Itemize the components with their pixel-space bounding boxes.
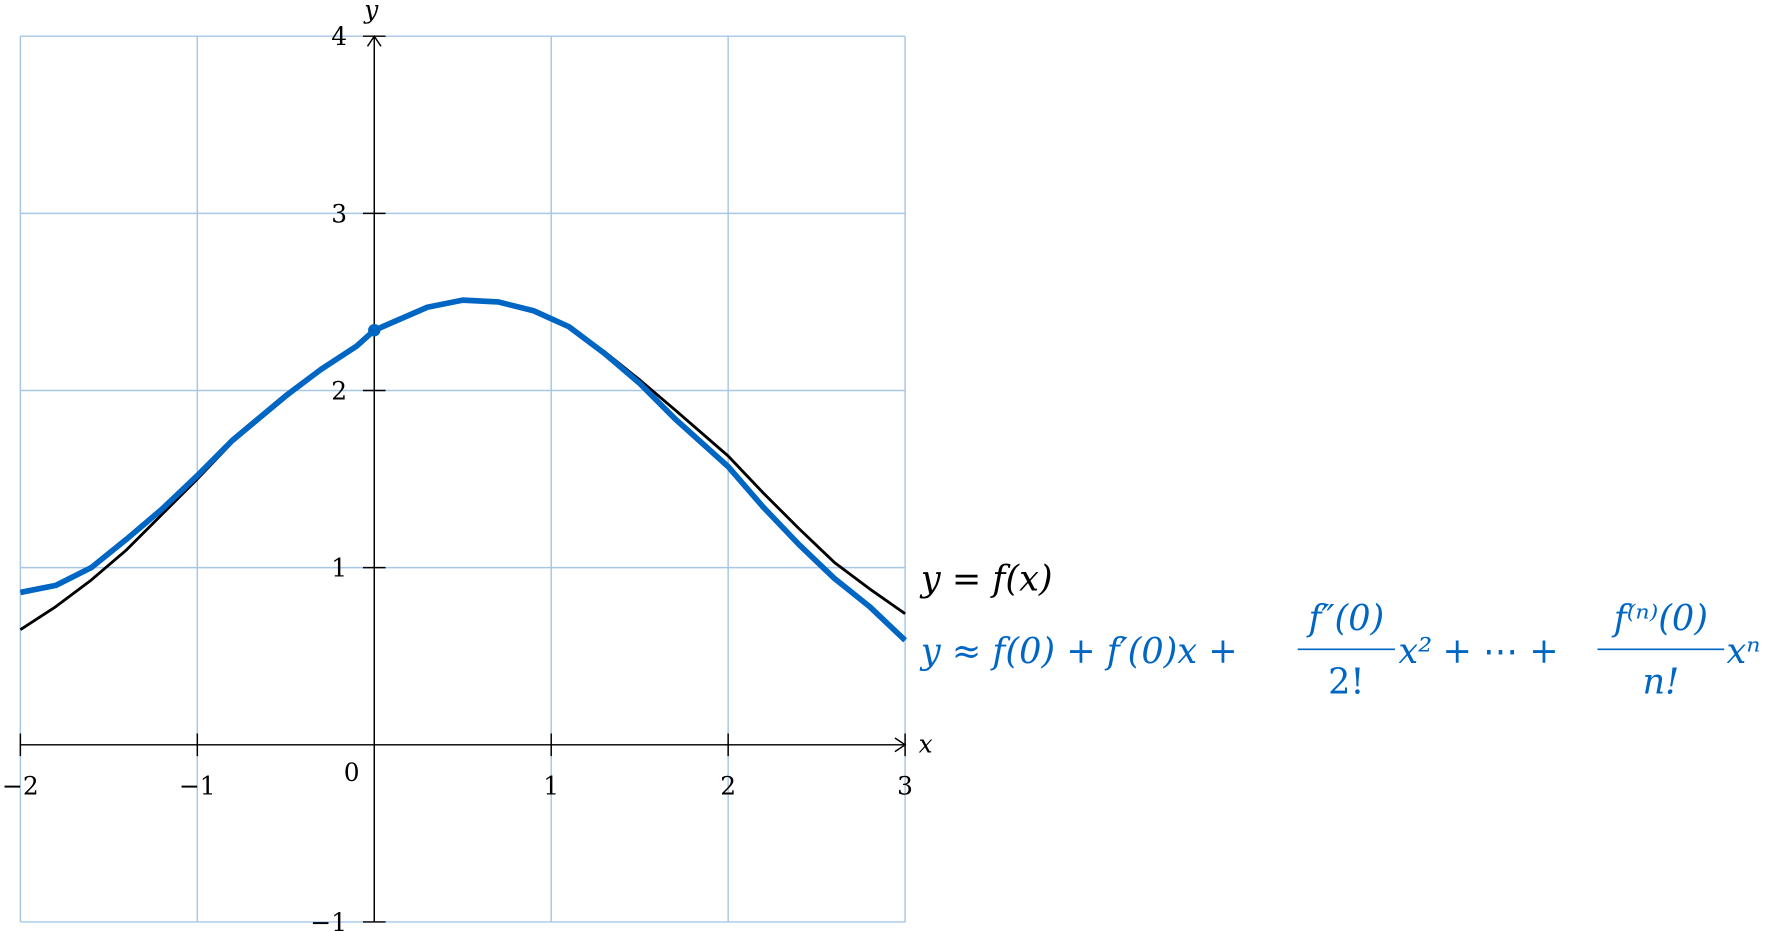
approx-middle: + ⋯ + [1443, 631, 1559, 672]
x-tick-label: 3 [897, 772, 913, 801]
x-tick-label: −1 [179, 772, 216, 801]
expansion-point [368, 324, 380, 336]
grid [20, 36, 905, 922]
approximation-curve [20, 300, 905, 640]
frac2-denominator: n! [1643, 661, 1680, 702]
function-curve [20, 300, 905, 630]
frac1-numerator: f″(0) [1305, 598, 1384, 639]
y-tick-label: 3 [331, 199, 347, 228]
axes [20, 36, 905, 922]
y-tick-label: 2 [331, 377, 347, 406]
y-tick-label: −1 [310, 908, 347, 931]
x-axis-label: x [919, 729, 933, 758]
ticks: −2 −1 0 1 2 3 −1 1 2 3 4 [2, 22, 913, 931]
y-axis-label: y [363, 0, 379, 24]
y-tick-label: 1 [331, 554, 347, 583]
curves [20, 300, 905, 640]
approximation-label: y ≈ f(0) + f′(0)x + f″(0) 2! x² + ⋯ + f⁽… [919, 598, 1761, 702]
term-x2: x² [1398, 631, 1432, 672]
x-tick-label: −2 [2, 772, 39, 801]
frac2-numerator: f⁽ⁿ⁾(0) [1611, 598, 1708, 639]
term-xn: xⁿ [1726, 631, 1760, 672]
frac1-denominator: 2! [1328, 661, 1364, 702]
y-tick-label: 4 [331, 22, 347, 51]
x-tick-label: 2 [720, 772, 736, 801]
function-label: y = f(x) [919, 559, 1053, 600]
x-tick-label: 0 [344, 758, 360, 787]
approx-start: y ≈ f(0) + f′(0)x + [919, 631, 1238, 672]
x-tick-label: 1 [543, 772, 559, 801]
